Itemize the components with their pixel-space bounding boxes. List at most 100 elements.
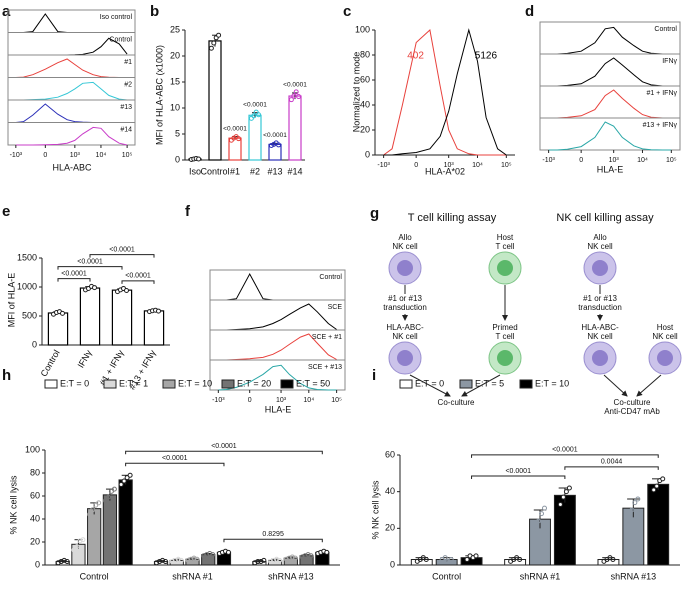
data-point (204, 552, 210, 558)
x-tick-label: 10⁵ (666, 157, 677, 164)
data-point (225, 549, 231, 555)
panel-label: g (370, 205, 379, 222)
data-point (542, 505, 547, 511)
data-point (268, 559, 274, 565)
x-tick-label: Control (432, 571, 461, 581)
panel-label: f (185, 203, 191, 220)
panel-label: h (2, 367, 11, 384)
data-point (74, 544, 80, 550)
node-label: HLA-ABC- (581, 323, 619, 332)
data-point (191, 555, 197, 561)
node-label: NK cell (392, 242, 418, 251)
data-point (185, 557, 191, 563)
data-point (64, 559, 70, 565)
significance-bracket (471, 475, 566, 479)
legend-swatch (44, 379, 58, 389)
data-point (651, 487, 657, 493)
x-tick-label: 10³ (70, 152, 81, 159)
data-point (77, 538, 83, 544)
node-label: Host (657, 323, 674, 332)
data-point (201, 553, 207, 559)
data-point (626, 518, 632, 524)
x-tick-label: 10⁴ (472, 162, 483, 169)
node-label: T cell (496, 332, 515, 341)
step-label: #1 or #13 (388, 294, 422, 303)
data-point (196, 156, 202, 162)
data-point (255, 559, 261, 565)
bar (79, 287, 101, 346)
data-point (121, 478, 127, 484)
x-tick-label: #13 (267, 166, 282, 176)
track-label: #1 (124, 59, 132, 66)
data-point (71, 547, 77, 553)
p-value: <0.0001 (77, 258, 103, 265)
histogram-curve (15, 81, 128, 101)
bar (118, 479, 133, 566)
y-tick-label: 0 (175, 154, 180, 164)
x-tick-label: Control (80, 571, 109, 581)
bar (647, 483, 670, 566)
node-label: NK cell (392, 332, 418, 341)
data-point (610, 557, 616, 562)
data-point (211, 40, 217, 46)
histogram-curve (15, 126, 128, 146)
x-tick-label: shRNA #1 (172, 571, 213, 581)
y-tick-label: 60 (30, 490, 40, 500)
x-tick-label: 0 (414, 162, 418, 169)
x-tick-label: -10³ (212, 397, 225, 404)
bar (87, 508, 102, 566)
track-label: SCE + #1 (312, 334, 342, 341)
data-point (154, 560, 160, 566)
bar (47, 312, 69, 346)
data-point (124, 287, 129, 293)
significance-bracket (471, 454, 659, 458)
data-point (194, 556, 200, 562)
p-value: <0.0001 (243, 101, 267, 108)
y-tick-label: 100 (25, 444, 40, 454)
x-tick-label: -10³ (542, 157, 555, 164)
data-point (288, 97, 294, 103)
significance-bracket (121, 280, 155, 284)
y-tick-label: 40 (360, 99, 370, 109)
p-value: <0.0001 (162, 455, 188, 462)
p-value: <0.0001 (61, 270, 87, 277)
x-tick-label: 10⁵ (331, 397, 342, 404)
data-point (108, 488, 114, 494)
y-tick-label: 1500 (17, 252, 37, 262)
bar (288, 95, 302, 161)
y-tick-label: 60 (385, 449, 395, 459)
y-axis-label: % NK cell lysis (370, 480, 380, 540)
x-axis-label: HLA-E (597, 164, 624, 174)
legend-swatch (103, 379, 117, 389)
y-tick-label: 1000 (17, 281, 37, 291)
data-point (271, 557, 277, 563)
legend-label: E:T = 10 (178, 378, 212, 388)
node-label: T cell (496, 242, 515, 251)
data-point (560, 494, 566, 500)
histogram-curve (218, 303, 337, 331)
panel-label: b (150, 3, 159, 20)
x-tick-label: 10³ (444, 162, 455, 169)
y-tick-label: 40 (30, 513, 40, 523)
legend-swatch (399, 379, 413, 389)
data-point (156, 308, 161, 314)
p-value: <0.0001 (211, 443, 237, 450)
x-tick-label: 10³ (609, 157, 620, 164)
track-label: Control (109, 36, 132, 43)
track-label: #2 (124, 81, 132, 88)
x-tick-label: #2 (250, 166, 260, 176)
bar (248, 114, 262, 161)
data-point (292, 555, 298, 561)
data-point (274, 556, 280, 562)
data-point (632, 500, 638, 506)
data-point (286, 555, 292, 561)
data-point (92, 285, 97, 291)
data-point (178, 557, 184, 563)
data-point (305, 552, 311, 558)
x-tick-label: 0 (43, 152, 47, 159)
cells (388, 251, 682, 375)
legend-label: E:T = 1 (119, 378, 148, 388)
p-value: <0.0001 (223, 125, 247, 132)
node-label: NK cell (652, 332, 678, 341)
data-point (105, 494, 111, 500)
